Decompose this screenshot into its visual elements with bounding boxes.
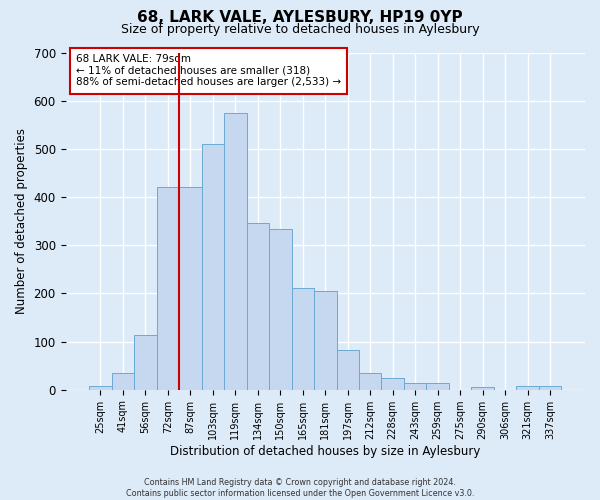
Bar bbox=[89, 386, 112, 390]
Bar bbox=[404, 384, 427, 390]
Text: 68 LARK VALE: 79sqm
← 11% of detached houses are smaller (318)
88% of semi-detac: 68 LARK VALE: 79sqm ← 11% of detached ho… bbox=[76, 54, 341, 88]
X-axis label: Distribution of detached houses by size in Aylesbury: Distribution of detached houses by size … bbox=[170, 444, 481, 458]
Bar bbox=[292, 288, 314, 390]
Y-axis label: Number of detached properties: Number of detached properties bbox=[15, 128, 28, 314]
Bar bbox=[134, 336, 157, 390]
Bar bbox=[157, 188, 179, 390]
Bar bbox=[202, 144, 224, 390]
Bar bbox=[247, 222, 269, 390]
Bar bbox=[472, 388, 494, 390]
Bar bbox=[112, 373, 134, 390]
Bar bbox=[427, 384, 449, 390]
Text: Contains HM Land Registry data © Crown copyright and database right 2024.
Contai: Contains HM Land Registry data © Crown c… bbox=[126, 478, 474, 498]
Bar bbox=[179, 188, 202, 390]
Bar bbox=[314, 291, 337, 390]
Text: Size of property relative to detached houses in Aylesbury: Size of property relative to detached ho… bbox=[121, 22, 479, 36]
Bar bbox=[337, 350, 359, 390]
Bar bbox=[382, 378, 404, 390]
Text: 68, LARK VALE, AYLESBURY, HP19 0YP: 68, LARK VALE, AYLESBURY, HP19 0YP bbox=[137, 10, 463, 25]
Bar bbox=[517, 386, 539, 390]
Bar bbox=[269, 230, 292, 390]
Bar bbox=[224, 112, 247, 390]
Bar bbox=[539, 386, 562, 390]
Bar bbox=[359, 373, 382, 390]
